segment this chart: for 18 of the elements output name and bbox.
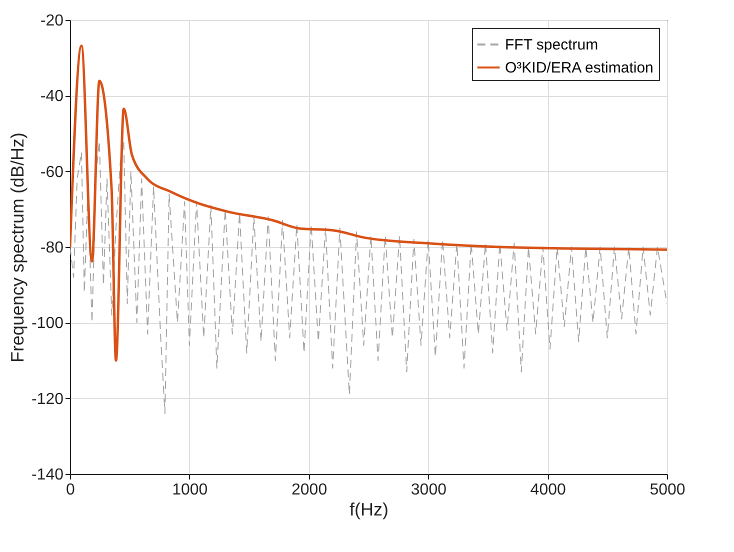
x-axis-title: f(Hz) <box>350 500 388 520</box>
x-tick-label: 0 <box>66 482 76 498</box>
x-tick-label: 4000 <box>530 482 566 498</box>
y-tick-label: -60 <box>40 164 64 181</box>
y-tick-label: -140 <box>31 466 64 484</box>
y-tick-label: -20 <box>40 12 64 30</box>
legend-label: O³KID/ERA estimation <box>505 60 654 76</box>
x-tick-label: 3000 <box>410 482 447 498</box>
legend-label: FFT spectrum <box>505 36 598 54</box>
y-tick-label: -40 <box>40 88 64 106</box>
x-tick-label: 5000 <box>650 482 686 498</box>
y-tick-label: -100 <box>31 315 64 332</box>
x-tick-label: 2000 <box>292 482 328 498</box>
y-tick-label: -120 <box>31 390 64 408</box>
y-tick-label: -80 <box>40 240 64 256</box>
line-series <box>70 140 667 414</box>
x-tick-label: 1000 <box>172 482 208 498</box>
y-axis-title: Frequency spectrum (dB/Hz) <box>7 132 28 363</box>
